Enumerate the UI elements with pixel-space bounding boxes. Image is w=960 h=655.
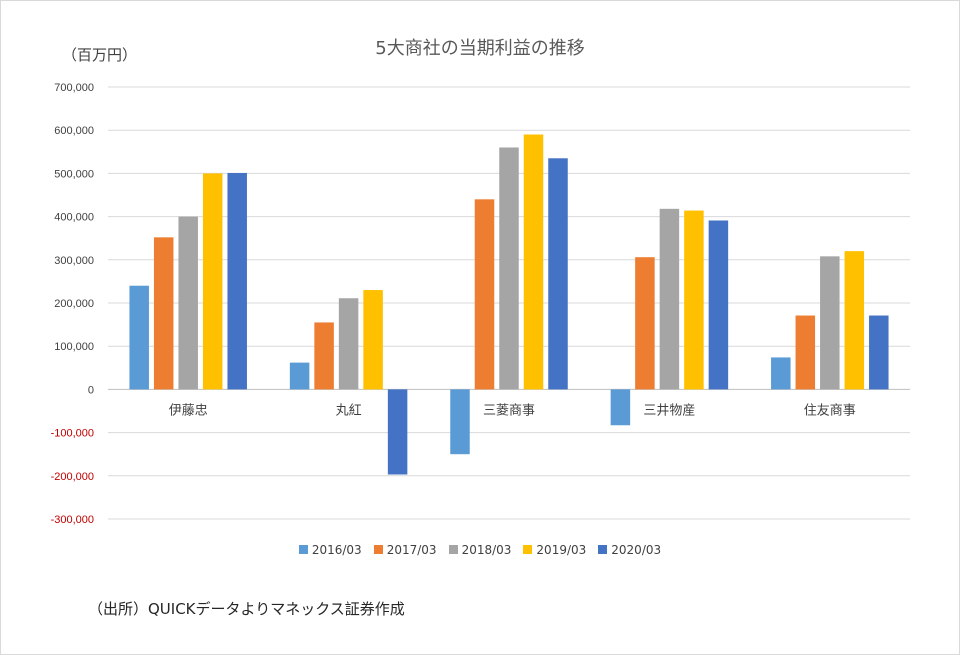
y-tick-label: -300,000	[51, 514, 94, 526]
legend-swatch	[598, 545, 608, 554]
y-tick-label: -200,000	[51, 471, 94, 483]
y-tick-label: 300,000	[54, 255, 94, 267]
y-tick-label: 600,000	[54, 125, 94, 137]
category-label: 三菱商事	[483, 403, 535, 418]
legend-item: 2018/03	[448, 543, 512, 557]
bar	[338, 298, 359, 390]
bar	[610, 389, 631, 426]
bar	[202, 173, 223, 390]
bar	[869, 315, 889, 390]
bar	[659, 208, 680, 390]
bar	[771, 357, 791, 390]
y-tick-label: 100,000	[54, 341, 94, 353]
bar	[363, 290, 383, 390]
legend-swatch	[298, 545, 308, 554]
legend-swatch	[448, 545, 458, 554]
unit-label: （百万円）	[62, 46, 138, 64]
bar	[844, 251, 865, 390]
category-label: 伊藤忠	[169, 403, 208, 418]
legend-item: 2020/03	[598, 543, 661, 557]
bar	[289, 362, 310, 390]
bar	[499, 147, 519, 390]
bar	[474, 199, 495, 390]
legend-item: 2019/03	[523, 543, 586, 557]
y-tick-label: 200,000	[54, 298, 94, 310]
legend-item: 2017/03	[373, 543, 437, 557]
legend-swatch	[373, 545, 383, 554]
category-label: 住友商事	[804, 402, 856, 418]
bar	[387, 389, 408, 475]
legend-label: 2018/03	[461, 543, 512, 557]
bar	[684, 210, 704, 390]
y-tick-label: 400,000	[54, 212, 94, 224]
category-label: 丸紅	[336, 403, 362, 418]
bar	[635, 257, 655, 390]
bar	[820, 256, 840, 390]
category-label: 三井物産	[643, 402, 695, 418]
bar	[178, 216, 198, 390]
bar	[227, 172, 247, 390]
bar	[523, 134, 544, 390]
legend-swatch	[523, 545, 533, 554]
legend-item: 2016/03	[298, 543, 362, 557]
bar	[314, 322, 334, 390]
y-tick-label: 0	[88, 384, 94, 396]
y-tick-label: 700,000	[54, 82, 94, 94]
legend-label: 2019/03	[536, 543, 587, 557]
bar	[129, 285, 149, 390]
y-tick-label: 500,000	[54, 168, 94, 180]
source-note: （出所）QUICKデータよりマネックス証券作成	[88, 600, 405, 618]
legend-label: 2017/03	[386, 543, 437, 557]
bar	[548, 158, 568, 390]
y-tick-label: -100,000	[51, 428, 94, 440]
chart-legend: 2016/03 2017/03 2018/03 2019/03 2020/03	[0, 543, 960, 557]
bar	[795, 315, 816, 390]
bar	[153, 237, 174, 390]
legend-label: 2016/03	[311, 543, 362, 557]
bar	[450, 389, 470, 455]
bar	[708, 220, 729, 390]
chart-title: 5大商社の当期利益の推移	[375, 38, 585, 59]
legend-label: 2020/03	[611, 543, 662, 557]
